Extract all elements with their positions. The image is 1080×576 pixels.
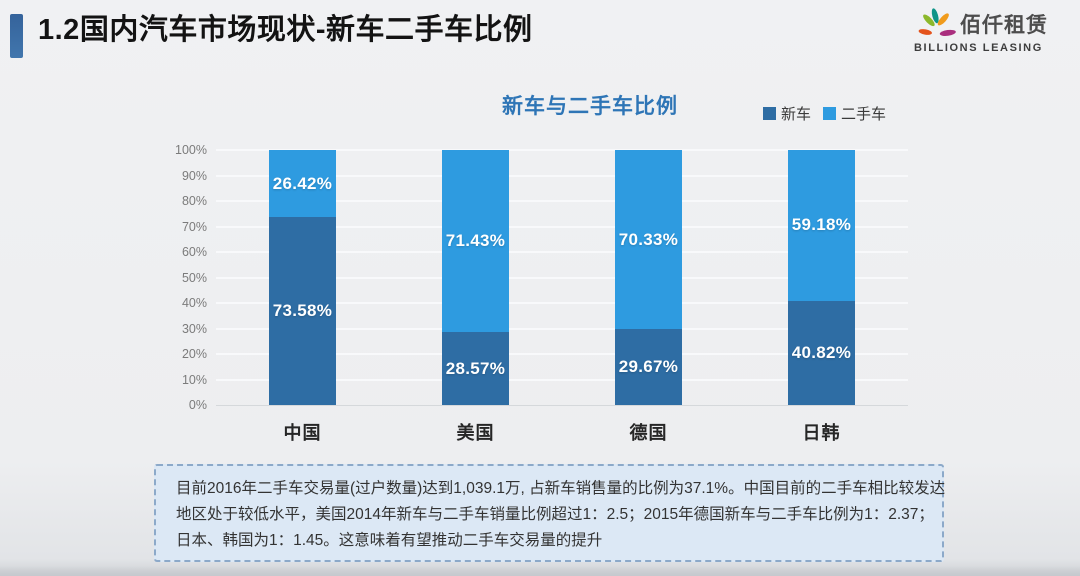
gridline (216, 174, 908, 177)
gridline (216, 302, 908, 304)
gridline (216, 200, 908, 202)
x-axis-category-label: 日韩 (802, 423, 841, 443)
bar-value-label: 40.82% (791, 342, 852, 362)
stacked-bar: 28.57% 71.43% (442, 150, 509, 405)
bar-segment-二手车: 71.43% (442, 150, 509, 333)
stacked-bar: 73.58% 26.42% (269, 150, 336, 405)
gridline (216, 225, 908, 228)
stacked-bar: 40.82% 59.18% (788, 150, 855, 405)
stacked-bar-chart: 0% 10% 20% 30% 40% 50% 60% 70% 80% 90% 100% 73.58%… (175, 143, 908, 443)
y-axis-tick-label: 10% (181, 372, 207, 387)
legend-item: 新车 (763, 103, 811, 124)
slide-bottom-shadow (0, 566, 1080, 576)
y-axis-tick-label: 20% (181, 347, 207, 361)
gridline (216, 327, 908, 330)
y-axis-tick-label: 50% (181, 270, 207, 285)
summary-note-box: 目前2016年二手车交易量(过户数量)达到1,039.1万, 占新车销售量的比例… (154, 464, 946, 562)
note-line: 日本、韩国为1：1.45。这意味着有望推动二手车交易量的提升 (176, 532, 603, 549)
bar-segment-新车: 40.82% (788, 300, 855, 405)
y-axis-tick-label: 80% (181, 194, 207, 208)
y-axis-tick-label: 40% (181, 296, 207, 310)
bar-value-label: 26.42% (272, 173, 333, 193)
bar-segment-新车: 29.67% (615, 329, 682, 405)
gridline (216, 276, 908, 279)
y-axis-tick-label: 30% (181, 321, 207, 336)
logo-leaves-icon (918, 8, 956, 36)
logo-name-cn: 佰仟租赁 (960, 14, 1048, 37)
legend-label: 二手车 (841, 106, 887, 123)
note-line: 目前2016年二手车交易量(过户数量)达到1,039.1万, 占新车销售量的比例… (176, 480, 946, 497)
bar-column: 28.57% 71.43% 美国 (389, 150, 562, 443)
chart-legend: 新车 二手车 (763, 103, 886, 124)
bar-value-label: 59.18% (791, 215, 852, 235)
bar-column: 73.58% 26.42% 中国 (216, 150, 389, 443)
gridline (216, 378, 908, 381)
x-axis-category-label: 中国 (283, 423, 322, 443)
note-line: 地区处于较低水平，美国2014年新车与二手车销量比例超过1：2.5；2015年德… (176, 506, 934, 523)
bar-segment-二手车: 70.33% (615, 150, 682, 330)
bar-segment-二手车: 59.18% (788, 150, 855, 301)
x-axis-category-label: 美国 (456, 423, 495, 443)
bar-value-label: 70.33% (618, 229, 679, 249)
y-axis-tick-label: 90% (181, 168, 207, 183)
gridline (216, 251, 908, 253)
title-accent-bar (10, 14, 23, 58)
bar-value-label: 73.58% (272, 301, 333, 321)
y-axis-tick-label: 70% (181, 219, 207, 234)
y-axis-tick-label: 100% (175, 143, 207, 157)
y-axis-tick-label: 60% (181, 245, 207, 259)
gridline (216, 405, 908, 406)
legend-color-swatch (823, 107, 837, 120)
bar-segment-二手车: 26.42% (269, 150, 336, 218)
bar-columns: 73.58% 26.42% 中国 28.57% 71.43% 美国 29.67% 70.33%… (216, 150, 908, 443)
stacked-bar: 29.67% 70.33% (615, 150, 682, 405)
bar-segment-新车: 73.58% (269, 217, 336, 405)
gridline (216, 149, 908, 151)
chart-title: 新车与二手车比例 (502, 95, 678, 118)
page-title: 1.2国内汽车市场现状-新车二手车比例 (38, 14, 533, 46)
logo-name-en: BILLIONS LEASING (914, 42, 1043, 54)
bar-column: 40.82% 59.18% 日韩 (735, 150, 908, 443)
legend-color-swatch (763, 107, 776, 120)
gridline (216, 353, 908, 355)
y-axis-tick-label: 0% (188, 398, 207, 412)
bar-value-label: 71.43% (445, 231, 506, 251)
bar-segment-新车: 28.57% (442, 332, 509, 405)
legend-item: 二手车 (823, 103, 886, 124)
bar-value-label: 29.67% (618, 357, 679, 377)
bar-column: 29.67% 70.33% 德国 (562, 150, 735, 443)
bar-value-label: 28.57% (445, 358, 506, 378)
legend-label: 新车 (781, 106, 812, 123)
x-axis-category-label: 德国 (629, 423, 668, 443)
company-logo: 佰仟租赁 BILLIONS LEASING (914, 5, 1064, 54)
